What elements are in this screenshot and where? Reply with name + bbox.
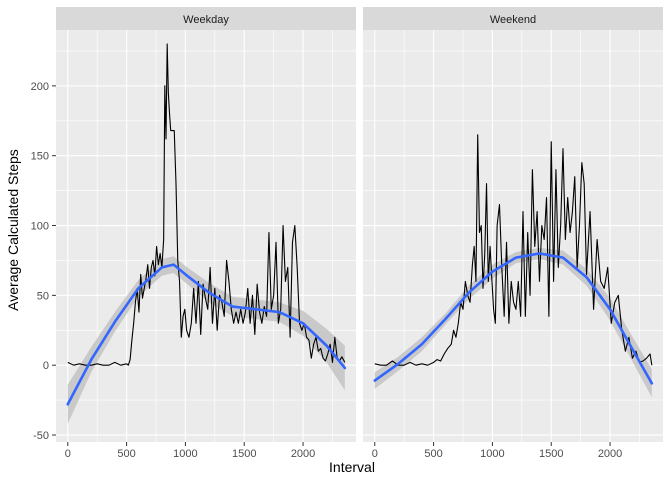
y-tick-label: 200 [31,81,49,93]
x-tick-label: 2000 [291,448,315,460]
panel-data [373,134,654,398]
y-tick-label: 150 [31,151,49,163]
smooth-trend-line [66,263,347,406]
x-tick-label: 1000 [173,448,197,460]
confidence-band [67,256,345,424]
x-tick-label: 1000 [480,448,504,460]
steps-series-line [374,134,653,366]
facet-strip-label: Weekend [490,14,536,26]
facet-panel-weekend: Weekend [363,7,663,442]
panel-data [66,43,347,424]
facet-strip-label: Weekday [183,14,229,26]
x-tick-label: 500 [424,448,442,460]
panel-background [56,30,356,442]
panel-background [363,30,663,442]
y-tick-label: 0 [43,360,49,372]
x-tick-label: 1500 [232,448,256,460]
x-tick-label: 500 [117,448,135,460]
x-tick-label: 0 [65,448,71,460]
x-tick-label: 0 [372,448,378,460]
facet-strip [56,7,356,30]
x-axis-title: Interval [329,459,375,475]
y-tick-label: -50 [33,430,49,442]
x-tick-label: 2000 [598,448,622,460]
facet-strip [363,7,663,30]
y-tick-label: 100 [31,221,49,233]
smooth-trend-line [373,252,654,385]
y-axis-title: Average Calculated Steps [5,149,21,311]
x-tick-label: 1500 [539,448,563,460]
facet-panel-weekday: Weekday [56,7,356,442]
y-tick-label: 50 [37,290,49,302]
